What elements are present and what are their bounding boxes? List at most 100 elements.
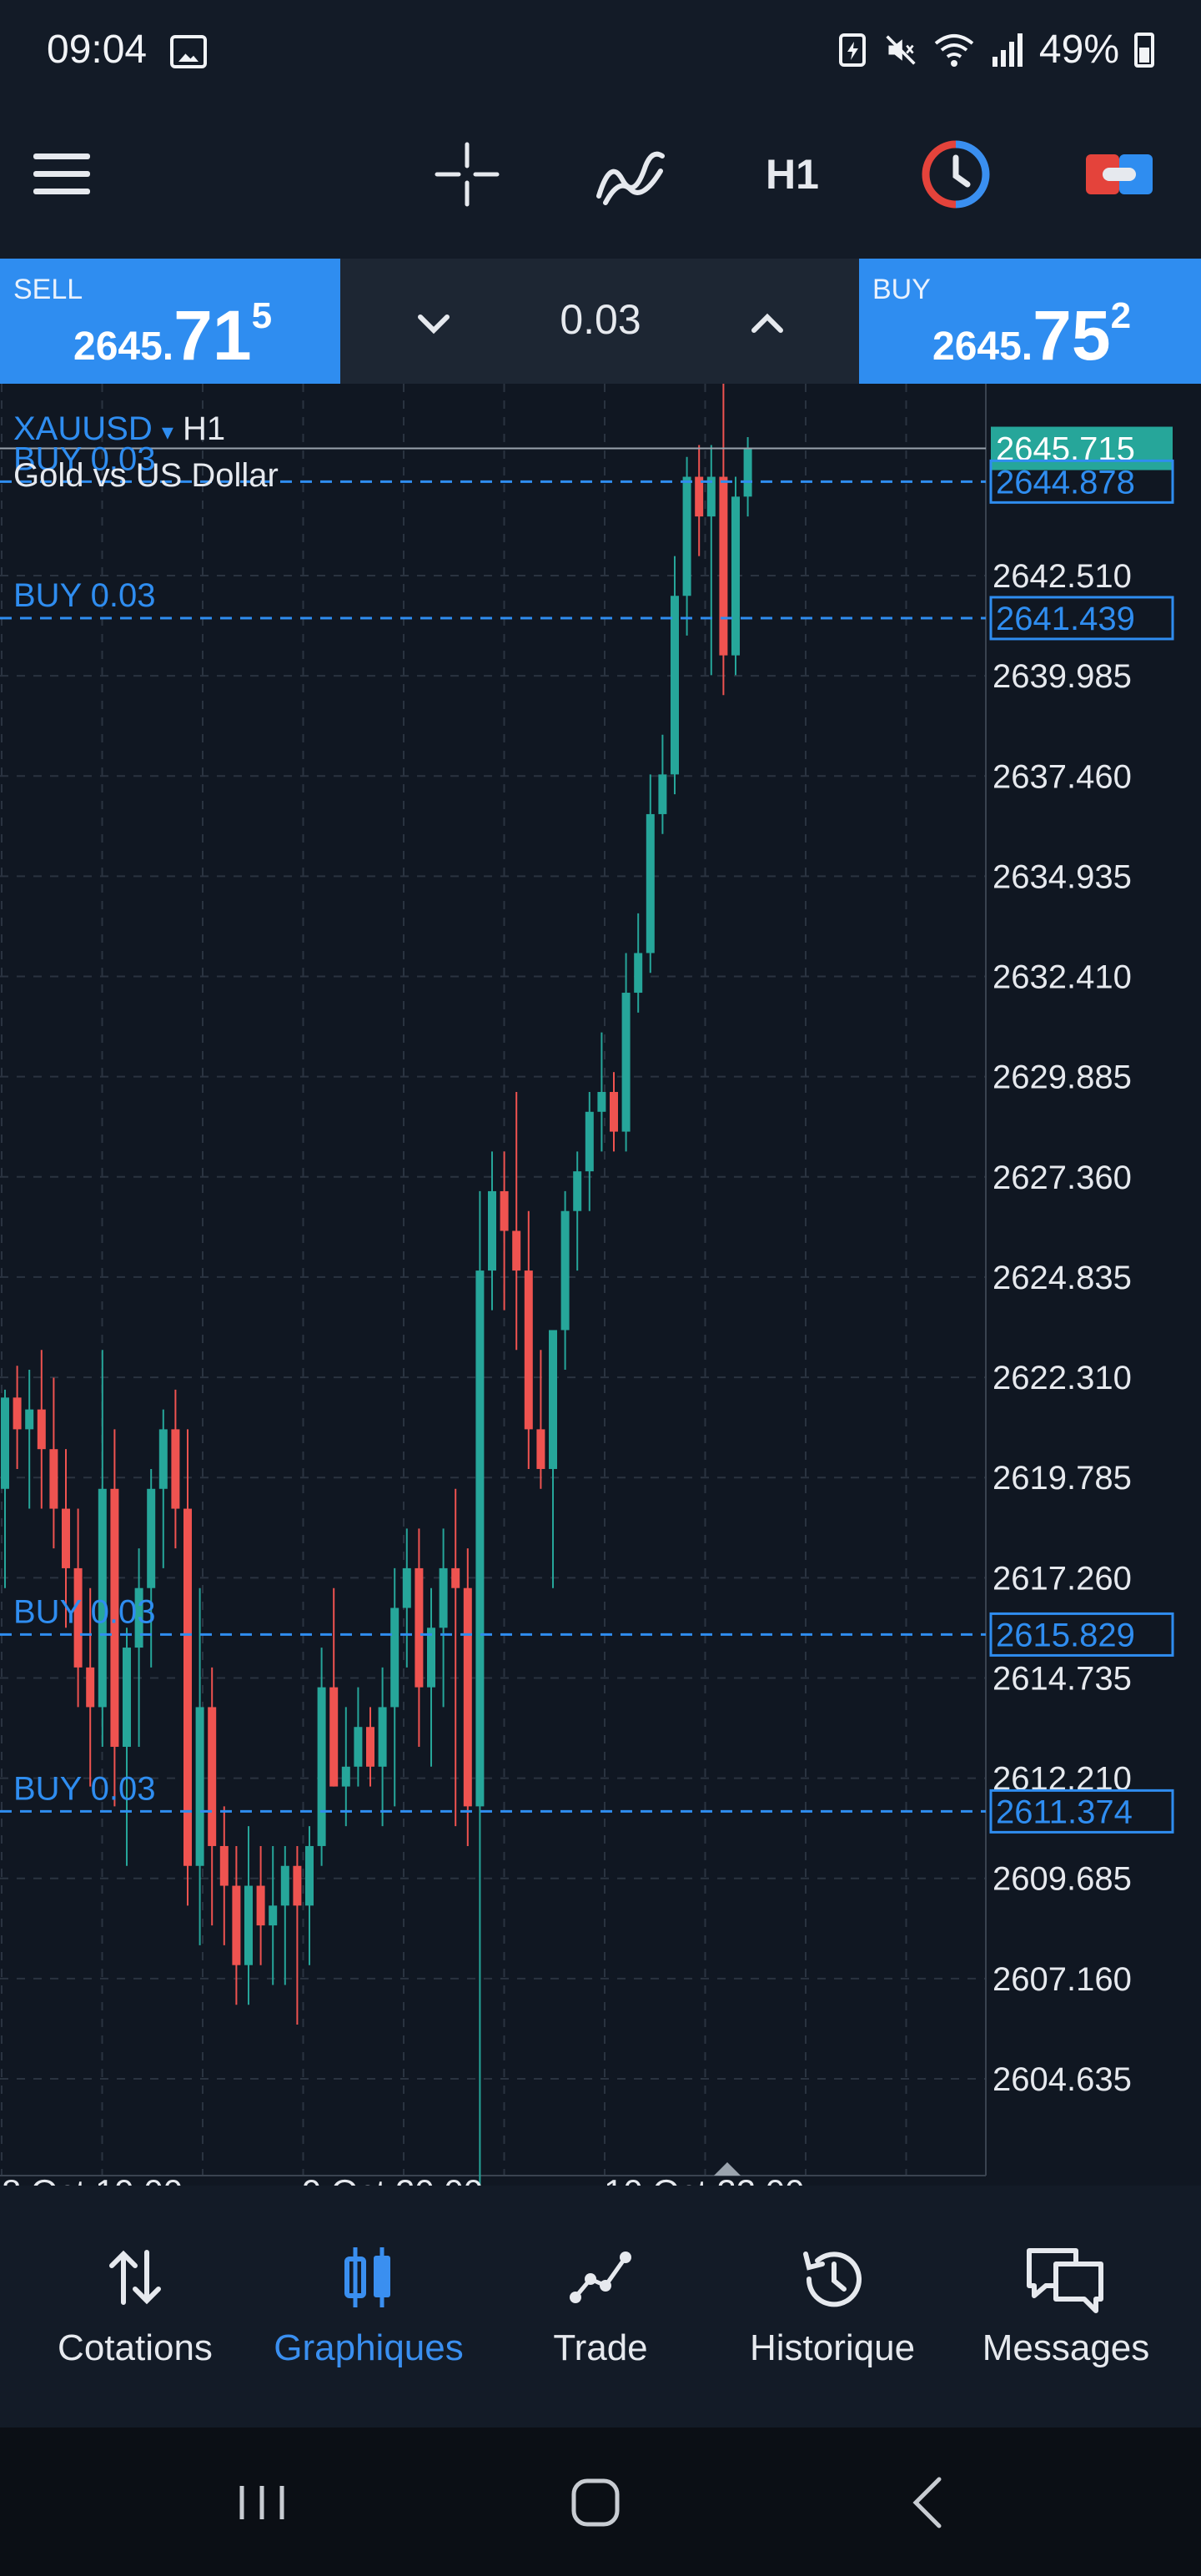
candle-bear (463, 1587, 472, 1807)
nav-history-label: Historique (749, 2327, 916, 2368)
price-chart[interactable]: 2642.510 2639.985 2637.460 2634.935 2632.410… (0, 384, 1201, 2186)
candle-bull (646, 813, 655, 953)
trade-panel: SELL 2645.715 0.03 BUY 2645.752 (0, 259, 1201, 384)
bottom-navigation: Cotations Graphiques Trade (0, 2186, 1201, 2428)
candle-bull (147, 1488, 156, 1588)
price-axis-tick-label: 2627.360 (992, 1160, 1132, 1196)
candle-bear (49, 1449, 58, 1509)
candle-bear (256, 1885, 265, 1926)
chevron-down-icon (418, 314, 450, 335)
candle-bull (475, 1270, 485, 1807)
candle-bear (232, 1885, 241, 1965)
candle-bull (634, 953, 643, 994)
lot-size-input[interactable]: 0.03 (560, 296, 641, 343)
candle-bear (451, 1567, 460, 1588)
candle-bull (427, 1628, 435, 1688)
chart-canvas[interactable]: 2642.510 2639.985 2637.460 2634.935 2632.410… (0, 384, 1201, 2186)
candles-icon (344, 2247, 390, 2307)
signal-icon (992, 33, 1023, 67)
price-axis-tick-label: 2612.210 (992, 1761, 1132, 1798)
crosshair-icon[interactable] (434, 137, 500, 212)
timeframe-button[interactable]: H1 (766, 151, 819, 198)
sell-button[interactable]: SELL 2645.715 (0, 259, 340, 384)
nav-trade[interactable]: Trade (480, 2244, 721, 2369)
home-icon[interactable] (554, 2461, 637, 2544)
order-price-tag (989, 596, 1174, 641)
candle-bull (341, 1766, 350, 1787)
candle-bull (573, 1171, 582, 1211)
candle-bull (671, 596, 679, 775)
candle-bear (293, 1865, 302, 1906)
nav-history[interactable]: Historique (712, 2244, 952, 2369)
sell-label: SELL (13, 274, 83, 305)
price-axis-tick-label: 2607.160 (992, 1961, 1132, 1998)
lot-increase-button[interactable] (742, 299, 792, 349)
menu-icon[interactable] (30, 137, 97, 212)
time-axis-tick-label: 10 Oct 22:00 (604, 2172, 805, 2186)
lot-decrease-button[interactable] (409, 299, 459, 349)
candle-bear (171, 1429, 180, 1509)
arrows-updown-icon (109, 2250, 161, 2305)
chart-symbol[interactable]: XAUUSD ▾ H1 (13, 410, 226, 447)
battery-icon (1134, 32, 1154, 68)
candle-bear (110, 1488, 119, 1748)
history-icon (803, 2251, 862, 2307)
current-price-label: 2645.715 (996, 431, 1135, 468)
candle-bear (183, 1508, 192, 1866)
candle-bear (62, 1508, 70, 1568)
candle-bear (719, 476, 728, 656)
candle-bull (354, 1727, 363, 1767)
nav-messages[interactable]: Messages (946, 2244, 1186, 2369)
indicators-icon[interactable] (594, 137, 667, 212)
price-axis-tick-label: 2619.785 (992, 1460, 1132, 1497)
candle-bull (439, 1567, 448, 1628)
price-axis-tick-label: 2639.985 (992, 658, 1132, 695)
order-price-tag (989, 1612, 1174, 1657)
candle-bull (305, 1845, 314, 1906)
order-price-tag (989, 1789, 1174, 1834)
price-axis-tick-label: 2622.310 (992, 1360, 1132, 1396)
back-icon[interactable] (887, 2461, 971, 2544)
nav-quotes[interactable]: Cotations (15, 2244, 255, 2369)
gallery-icon (170, 35, 207, 68)
candle-bull (195, 1707, 204, 1866)
recents-icon[interactable] (220, 2461, 304, 2544)
wifi-icon (934, 33, 974, 67)
chart-toolbar: H1 (0, 103, 1201, 259)
price-axis-tick-label: 2629.885 (992, 1059, 1132, 1096)
candle-bull (488, 1190, 496, 1271)
buy-button[interactable]: BUY 2645.752 (859, 259, 1201, 384)
candle-bull (1, 1397, 9, 1489)
candle-bull (731, 496, 740, 656)
buy-price: 2645.752 (932, 295, 1132, 375)
candle-bear (219, 1845, 229, 1886)
nav-charts[interactable]: Graphiques (249, 2244, 489, 2369)
candle-bull (98, 1488, 107, 1708)
battery-saver-icon (838, 33, 866, 67)
candle-bull (25, 1409, 34, 1430)
clock-icon[interactable] (921, 137, 991, 212)
candle-bear (695, 476, 704, 517)
candle-bull (317, 1687, 326, 1846)
order-line-label: BUY 0.03 (13, 1593, 156, 1630)
price-axis-tick-label: 2642.510 (992, 558, 1132, 595)
sell-price: 2645.715 (73, 295, 273, 375)
candle-bull (280, 1865, 289, 1906)
price-axis-tick-label: 2637.460 (992, 758, 1132, 795)
candle-bull (123, 1648, 131, 1748)
candle-bear (512, 1230, 521, 1271)
candle-bear (13, 1397, 22, 1430)
price-axis-tick-label: 2624.835 (992, 1260, 1132, 1296)
buy-label: BUY (872, 274, 931, 305)
candle-bear (500, 1190, 509, 1231)
candle-bull (134, 1587, 143, 1648)
candle-bear (536, 1429, 545, 1469)
candle-bear (524, 1270, 533, 1430)
price-axis-tick-label: 2632.410 (992, 959, 1132, 996)
candle-bull (158, 1429, 168, 1489)
candle-bear (329, 1687, 339, 1787)
order-price-label: 2641.439 (996, 601, 1135, 637)
one-click-trading-icon[interactable] (1084, 137, 1154, 212)
chart-symbol-description: Gold vs US Dollar (13, 457, 279, 494)
trade-line-icon (570, 2251, 631, 2303)
